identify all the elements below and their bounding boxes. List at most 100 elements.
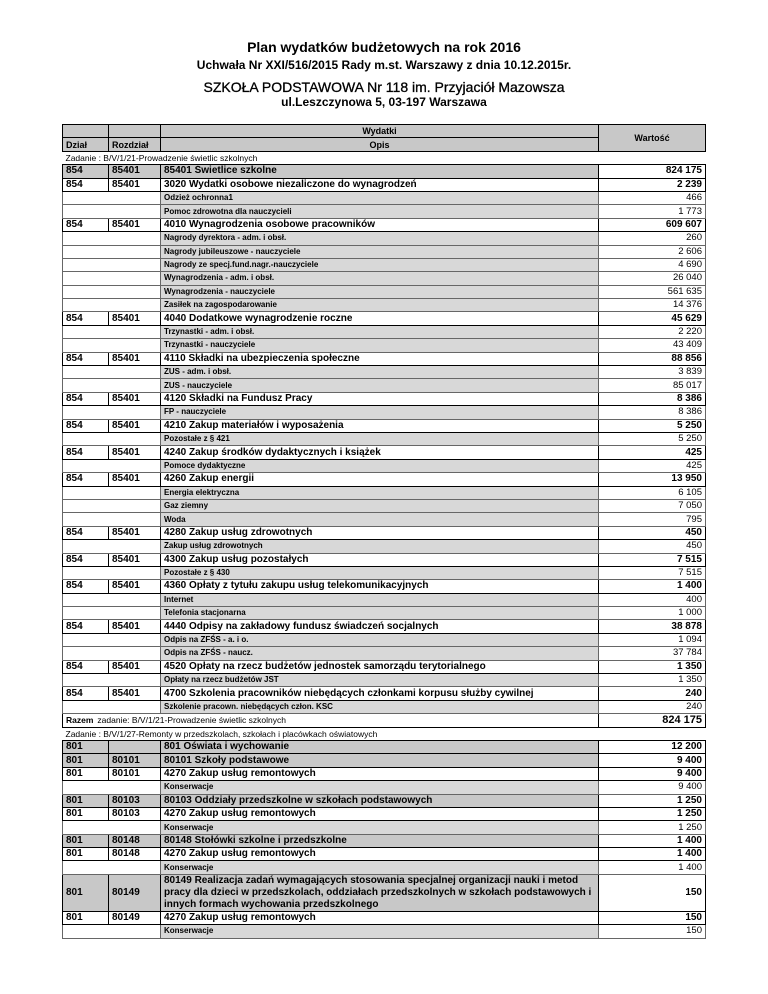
rozdzial <box>108 592 161 608</box>
description: Nagrody jubileuszowe - nauczyciele <box>160 244 599 259</box>
rozdzial <box>108 699 161 715</box>
dzial <box>62 458 109 474</box>
rozdzial <box>108 924 161 939</box>
dzial <box>62 365 109 380</box>
table-row: Nagrody jubileuszowe - nauczyciele 2 606 <box>62 244 706 259</box>
dzial <box>62 924 109 939</box>
column-header: Wartość <box>598 124 706 152</box>
value: 9 400 <box>598 766 706 782</box>
table-head: Wydatki Wartość Dział Rozdział Opis <box>62 123 706 152</box>
table-row: 854 85401 4120 Składki na Fundusz Pracy 8 3… <box>62 391 706 407</box>
description: Nagrody dyrektora - adm. i obsł. <box>160 231 599 246</box>
rozdzial <box>108 512 161 527</box>
rozdzial <box>108 632 161 648</box>
description: 4270 Zakup usług remontowych <box>160 766 599 782</box>
description: 4440 Odpisy na zakładowy fundusz świadcz… <box>160 619 599 634</box>
rozdzial: 85401 <box>108 391 161 407</box>
dzial <box>62 606 109 621</box>
rozdzial <box>108 485 161 500</box>
description: Zasiłek na zagospodarowanie <box>160 298 599 313</box>
table-row: 854 85401 85401 Świetlice szkolne 824 175 <box>62 164 706 179</box>
value: 38 878 <box>598 619 706 634</box>
table-row: 801 80149 80149 Realizacja zadań wymagając… <box>62 873 706 912</box>
description: Odpis na ZFŚS - a. i o. <box>160 632 599 648</box>
table-row: 854 85401 4300 Zakup usług pozostałych 7 51… <box>62 552 706 567</box>
dzial: 854 <box>62 659 109 675</box>
table-row: ZUS - adm. i obsł. 3 839 <box>62 365 706 380</box>
table-row: 801 80103 4270 Zakup usług remontowych 1 25… <box>62 806 706 822</box>
dzial <box>62 271 109 286</box>
rozdzial: 85401 <box>108 659 161 675</box>
dzial: 854 <box>62 472 109 487</box>
dzial <box>62 338 109 353</box>
description: Wynagrodzenia - nauczyciele <box>160 284 599 300</box>
value: 3 839 <box>598 365 706 380</box>
value: 260 <box>598 231 706 246</box>
table-row: 801 80103 80103 Oddziały przedszkolne w sz… <box>62 793 706 808</box>
description: Energia elektryczna <box>160 485 599 500</box>
table-row: Konserwacje 150 <box>62 924 706 939</box>
table-row: Pozostałe z § 421 5 250 <box>62 431 706 447</box>
value: 400 <box>598 592 706 608</box>
value: 5 250 <box>598 431 706 447</box>
rozdzial: 80149 <box>108 873 161 912</box>
resolution: Uchwała Nr XXI/516/2015 Rady m.st. Warsz… <box>196 58 572 72</box>
table-row: Nagrody ze specj.fund.nagr.-nauczyciele 4… <box>62 257 706 273</box>
rozdzial: 80103 <box>108 806 161 822</box>
table-row: Telefonia stacjonarna 1 000 <box>62 606 706 621</box>
description: Pomoc zdrowotna dla nauczycieli <box>160 204 599 219</box>
value: 7 515 <box>598 552 706 567</box>
table-row: 801 801 Oświata i wychowanie 12 200 <box>62 739 706 755</box>
value: 6 105 <box>598 485 706 500</box>
table-row: ZUS - nauczyciele 85 017 <box>62 378 706 393</box>
description: Pozostałe z § 430 <box>160 565 599 581</box>
rozdzial <box>108 298 161 313</box>
table-row: Konserwacje 9 400 <box>62 780 706 795</box>
description: FP - nauczyciele <box>160 405 599 420</box>
dzial <box>62 646 109 661</box>
value: 13 950 <box>598 472 706 487</box>
title: Plan wydatków budżetowych na rok 2016 <box>247 39 521 55</box>
value: 85 017 <box>598 378 706 393</box>
description: Internet <box>160 592 599 608</box>
value: 37 784 <box>598 646 706 661</box>
value: 2 606 <box>598 244 706 259</box>
rozdzial: 85401 <box>108 686 161 701</box>
description: Szkolenie pracown. niebędących człon. KS… <box>160 699 599 715</box>
rozdzial <box>108 378 161 393</box>
description: 4270 Zakup usług remontowych <box>160 806 599 822</box>
dzial: 801 <box>62 873 109 912</box>
value: 1 773 <box>598 204 706 219</box>
description: 4360 Opłaty z tytułu zakupu usług teleko… <box>160 579 599 594</box>
school: SZKOŁA PODSTAWOWA Nr 118 im. Przyjaciół … <box>203 79 565 95</box>
value: 425 <box>598 445 706 460</box>
description: 3020 Wydatki osobowe niezaliczone do wyn… <box>160 177 599 192</box>
value: 1 400 <box>598 833 706 849</box>
table-row: 854 85401 4010 Wynagrodzenia osobowe praco… <box>62 217 706 233</box>
table-row: 854 85401 4240 Zakup środków dydaktycznych… <box>62 445 706 460</box>
value: 824 175 <box>598 713 706 728</box>
rozdzial: 80148 <box>108 847 161 862</box>
value: 1 250 <box>598 820 706 835</box>
description: Telefonia stacjonarna <box>160 606 599 621</box>
dzial: 854 <box>62 351 109 367</box>
dzial <box>62 699 109 715</box>
dzial <box>62 324 109 340</box>
table-row: Odpis na ZFŚS - a. i o. 1 094 <box>62 632 706 648</box>
dzial: 854 <box>62 177 109 192</box>
value: 1 400 <box>598 579 706 594</box>
dzial <box>62 298 109 313</box>
value: 1 350 <box>598 673 706 688</box>
table-row: 854 85401 4040 Dodatkowe wynagrodzenie roc… <box>62 311 706 326</box>
rozdzial <box>108 190 161 206</box>
rozdzial <box>108 458 161 474</box>
rozdzial <box>108 204 161 219</box>
description: Woda <box>160 512 599 527</box>
description: Nagrody ze specj.fund.nagr.-nauczyciele <box>160 257 599 273</box>
value: 8 386 <box>598 405 706 420</box>
value: 2 239 <box>598 177 706 192</box>
dzial <box>62 780 109 795</box>
table-row: Konserwacje 1 250 <box>62 820 706 835</box>
rozdzial <box>108 284 161 300</box>
